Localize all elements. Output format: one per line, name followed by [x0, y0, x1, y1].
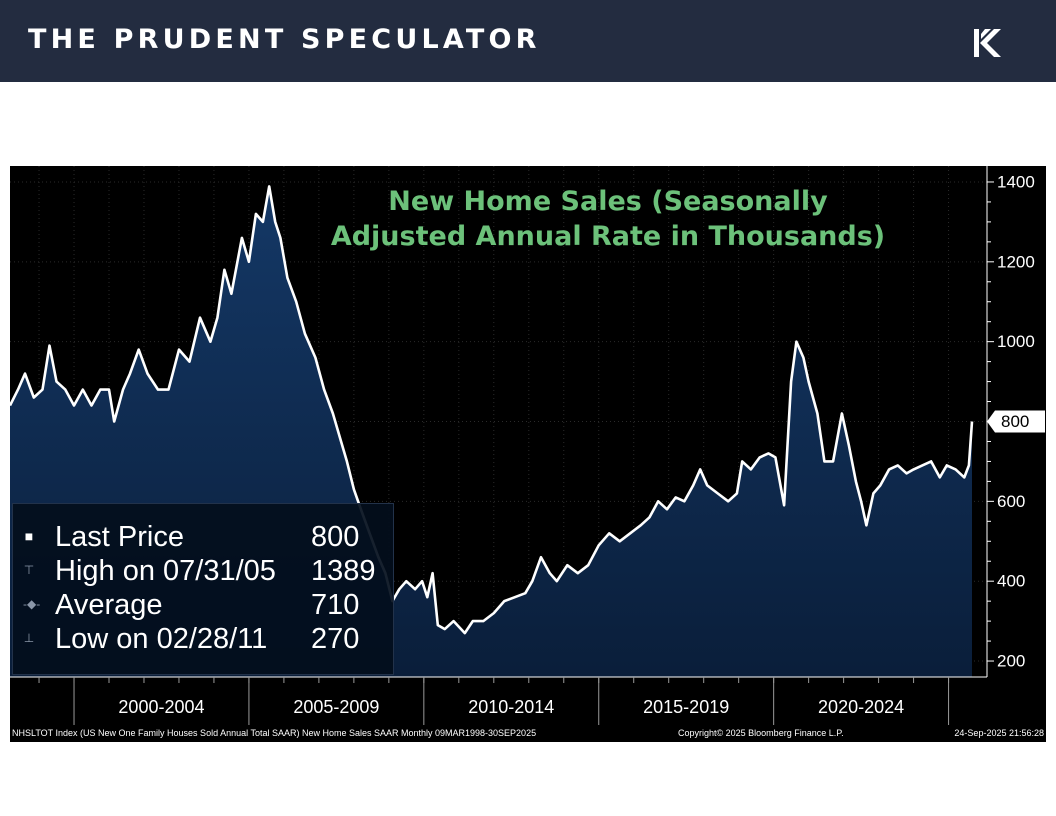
- low-marker-icon: ⊥: [23, 631, 35, 645]
- x-tick-label: 2015-2019: [643, 697, 729, 717]
- y-tick-label: 600: [997, 492, 1025, 511]
- x-tick-label: 2020-2024: [818, 697, 904, 717]
- last-value-label: 800: [1001, 412, 1029, 431]
- x-tick-label: 2005-2009: [293, 697, 379, 717]
- legend-value: 710: [311, 589, 360, 621]
- y-tick-label: 1000: [997, 332, 1035, 351]
- square-icon: ■: [24, 528, 34, 544]
- last-value-badge-shape: [987, 410, 1045, 433]
- last-value-badge: 800: [987, 410, 1045, 433]
- y-tick-label: 1200: [997, 252, 1035, 271]
- x-tick-label: 2010-2014: [468, 697, 554, 717]
- brand-title: THE PRUDENT SPECULATOR: [28, 24, 541, 55]
- y-tick-label: 400: [997, 572, 1025, 591]
- legend-row-average: -◆- Average 710: [13, 588, 393, 622]
- legend-value: 270: [311, 623, 360, 655]
- x-tick-label: 2000-2004: [118, 697, 204, 717]
- footer-source: NHSLTOT Index (US New One Family Houses …: [12, 728, 537, 738]
- series-line: [10, 185, 974, 635]
- chart-title-line-2: Adjusted Annual Rate in Thousands): [330, 221, 886, 252]
- legend-label: Average: [55, 589, 163, 621]
- high-marker-icon: ⊤: [23, 563, 35, 577]
- legend-label: Low on 02/28/11: [55, 623, 268, 655]
- x-axis-ticks: 2000-2004 2005-2009 2010-2014 2015-2019 2020…: [38, 677, 950, 725]
- y-tick-label: 1400: [997, 172, 1035, 191]
- y-tick-label: 200: [997, 652, 1025, 671]
- legend-value: 1389: [311, 555, 376, 587]
- legend-box: ■ Last Price 800 ⊤ High on 07/31/05 1389…: [12, 503, 394, 675]
- chart-title-line-1: New Home Sales (Seasonally: [388, 186, 828, 217]
- legend-label: Last Price: [55, 521, 184, 553]
- legend-value: 800: [311, 521, 360, 553]
- legend-label: High on 07/31/05: [55, 555, 276, 587]
- legend-row-low: ⊥ Low on 02/28/11 270: [13, 622, 393, 656]
- average-marker-icon: -◆-: [23, 597, 41, 611]
- footer-copyright: Copyright© 2025 Bloomberg Finance L.P.: [678, 728, 844, 738]
- legend-row-high: ⊤ High on 07/31/05 1389: [13, 554, 393, 588]
- brand-logo-icon: [974, 29, 1001, 57]
- legend-row-last-price: ■ Last Price 800: [13, 520, 393, 554]
- header-bar: THE PRUDENT SPECULATOR: [0, 0, 1056, 82]
- chart-title: New Home Sales (Seasonally Adjusted Annu…: [300, 184, 916, 254]
- footer-timestamp: 24-Sep-2025 21:56:28: [954, 728, 1044, 738]
